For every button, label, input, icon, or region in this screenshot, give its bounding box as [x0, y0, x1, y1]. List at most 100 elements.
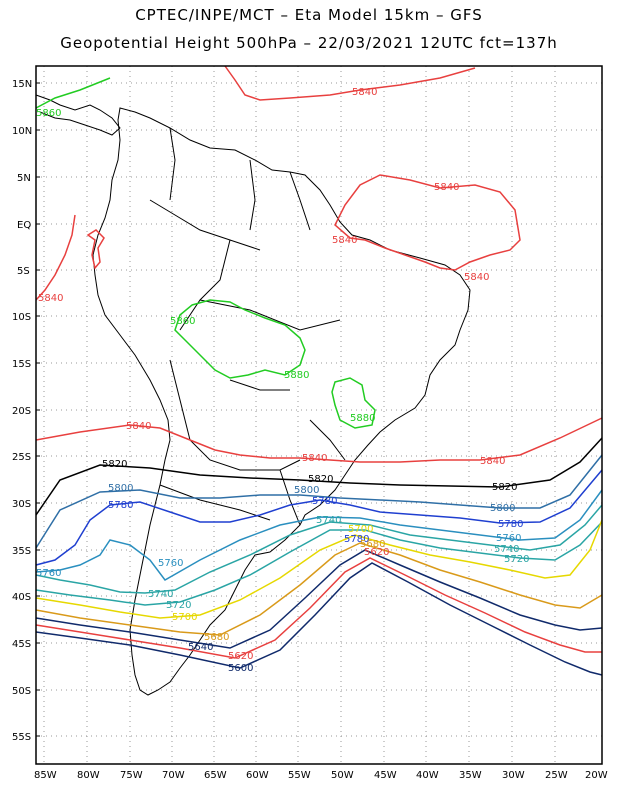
lon-label: 40W — [416, 770, 439, 781]
contour-label: 5820 — [308, 474, 333, 485]
contour-label: 5680 — [204, 632, 229, 643]
lat-label: 15S — [12, 359, 31, 370]
contour-label: 5840 — [38, 293, 63, 304]
contour-5660 — [35, 549, 603, 649]
lat-label: 15N — [12, 79, 32, 90]
contour-label: 5700 — [348, 524, 373, 535]
contour-label: 5740 — [494, 544, 519, 555]
lat-label: 55S — [12, 732, 31, 743]
contour-label: 5880 — [350, 413, 375, 424]
lon-label: 75W — [120, 770, 143, 781]
contour-label: 5780 — [312, 496, 337, 507]
south-america-coast — [92, 107, 471, 696]
contour-labels: 5840 5840 5840 5840 5840 5840 5840 5840 … — [36, 87, 529, 674]
contour-5780 — [35, 469, 603, 566]
lon-label: 20W — [585, 770, 608, 781]
contour-label: 5840 — [464, 272, 489, 283]
contour-5600 — [35, 562, 603, 676]
lon-label: 55W — [288, 770, 311, 781]
lat-label: 40S — [12, 592, 31, 603]
contour-label: 5780 — [498, 519, 523, 530]
lon-label: 70W — [162, 770, 185, 781]
contour-5840-north — [224, 65, 476, 101]
lat-label: 35S — [12, 546, 31, 557]
contour-5740 — [35, 504, 603, 594]
contour-5840-bolivia-loop — [86, 229, 105, 270]
contour-label: 5740 — [148, 589, 173, 600]
contour-label: 5620 — [364, 547, 389, 558]
ticks — [36, 82, 40, 737]
contour-5800 — [35, 454, 603, 549]
lon-label: 85W — [34, 770, 57, 781]
lat-label: 5N — [17, 173, 31, 184]
contour-5840-atlantic — [334, 174, 521, 271]
contour-label: 5840 — [352, 87, 377, 98]
contour-label: 5820 — [102, 459, 127, 470]
contour-label: 5700 — [172, 612, 197, 623]
contour-label: 5880 — [284, 370, 309, 381]
lon-label: 80W — [77, 770, 100, 781]
map-title: CPTEC/INPE/MCT – Eta Model 15km – GFS — [135, 6, 483, 24]
contour-label: 5720 — [166, 600, 191, 611]
contour-label: 5840 — [302, 453, 327, 464]
contour-label: 5840 — [434, 182, 459, 193]
trough-contours — [35, 437, 603, 676]
contour-5680 — [35, 542, 603, 636]
contour-label: 5840 — [332, 235, 357, 246]
contour-5840-group — [35, 65, 603, 463]
lat-label: 10S — [12, 312, 31, 323]
contour-5860-north — [35, 77, 111, 109]
lat-label: EQ — [17, 220, 31, 231]
contour-label: 5860 — [36, 108, 61, 119]
contour-label: 5860 — [170, 316, 195, 327]
contour-5700 — [35, 519, 603, 619]
lon-labels: 85W 80W 75W 70W 65W 60W 55W 50W 45W 40W … — [34, 770, 608, 781]
contour-label: 5800 — [108, 483, 133, 494]
contour-label: 5640 — [188, 642, 213, 653]
contour-5880-group — [35, 77, 376, 429]
contour-label: 5780 — [108, 500, 133, 511]
lat-label: 10N — [12, 126, 32, 137]
contour-5880-central — [174, 299, 306, 379]
lat-label: 45S — [12, 639, 31, 650]
central-america-coast — [35, 94, 121, 136]
contour-label: 5620 — [228, 651, 253, 662]
contour-label: 5740 — [316, 515, 341, 526]
lon-label: 50W — [331, 770, 354, 781]
contour-5760 — [35, 489, 603, 581]
lat-labels: 15N 10N 5N EQ 5S 10S 15S 20S 25S 30S 35S… — [12, 79, 32, 743]
contour-5620 — [35, 557, 602, 659]
map-subtitle: Geopotential Height 500hPa – 22/03/2021 … — [60, 34, 558, 52]
contour-label: 5840 — [126, 421, 151, 432]
contour-5840-south — [35, 417, 603, 463]
lat-label: 20S — [12, 406, 31, 417]
lat-label: 30S — [12, 499, 31, 510]
lon-label: 65W — [204, 770, 227, 781]
grid — [36, 66, 602, 764]
contour-5880-east — [331, 377, 376, 429]
contour-5720 — [35, 521, 603, 606]
contour-label: 5720 — [504, 554, 529, 565]
contour-label: 5800 — [490, 503, 515, 514]
lon-label: 60W — [246, 770, 269, 781]
contour-5840-west — [35, 214, 76, 301]
contour-5820 — [35, 437, 603, 516]
contour-label: 5680 — [360, 539, 385, 550]
contour-label: 5800 — [294, 485, 319, 496]
lat-label: 25S — [12, 452, 31, 463]
lon-label: 45W — [374, 770, 397, 781]
contour-label: 5840 — [480, 456, 505, 467]
lon-label: 30W — [502, 770, 525, 781]
lat-label: 50S — [12, 686, 31, 697]
country-borders — [149, 127, 346, 526]
contour-label: 5760 — [36, 568, 61, 579]
coastlines — [35, 94, 471, 696]
contour-label: 5760 — [496, 533, 521, 544]
contour-label: 5760 — [158, 558, 183, 569]
lon-label: 35W — [459, 770, 482, 781]
lon-label: 25W — [545, 770, 568, 781]
contour-label: 5820 — [492, 482, 517, 493]
contour-label: 5600 — [228, 663, 253, 674]
contour-label: 5780 — [344, 534, 369, 545]
